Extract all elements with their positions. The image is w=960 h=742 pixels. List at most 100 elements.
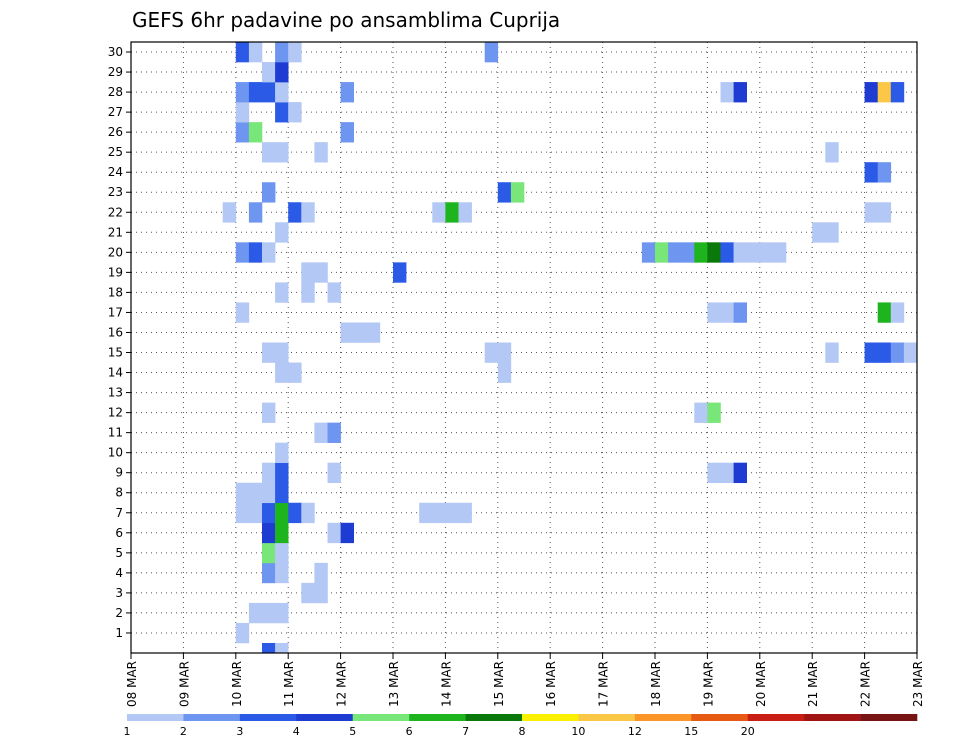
heatmap-cell xyxy=(275,82,289,103)
heatmap-cell xyxy=(641,242,656,263)
heatmap-cell xyxy=(235,502,250,524)
heatmap-cell xyxy=(707,242,721,263)
heatmap-cell xyxy=(314,262,328,283)
y-tick-label: 17 xyxy=(108,305,123,319)
y-tick-label: 3 xyxy=(115,586,123,600)
heatmap-cell xyxy=(864,342,878,363)
heatmap-cell xyxy=(812,222,826,243)
heatmap-cell xyxy=(694,402,708,423)
y-tick-label: 25 xyxy=(108,145,123,159)
y-tick-label: 26 xyxy=(108,125,123,139)
x-tick-label: 09 MAR xyxy=(177,661,191,707)
heatmap-cell xyxy=(497,182,512,203)
heatmap-cell xyxy=(301,262,315,283)
colorbar-label: 10 xyxy=(571,725,585,738)
y-tick-label: 1 xyxy=(115,626,123,640)
heatmap-cell xyxy=(327,462,341,484)
colorbar-label: 2 xyxy=(180,725,187,738)
heatmap-cell xyxy=(484,342,499,363)
heatmap-cell xyxy=(262,82,276,103)
heatmap-cell xyxy=(746,242,761,263)
heatmap-cell xyxy=(720,82,734,103)
heatmap-cell xyxy=(340,122,354,143)
heatmap-cell xyxy=(825,222,839,243)
heatmap-cell xyxy=(681,242,695,263)
x-tick-label: 21 MAR xyxy=(806,661,820,707)
x-axis: 08 MAR 09 MAR 10 MAR 11 MAR 12 MAR 13 MAR 14 M… xyxy=(125,653,925,707)
heatmap-cell xyxy=(877,162,892,183)
y-tick-label: 15 xyxy=(108,346,123,360)
colorbar-segment xyxy=(578,714,636,721)
heatmap-cell xyxy=(419,502,433,524)
colorbar-segment xyxy=(804,714,861,721)
heatmap-cell xyxy=(510,182,525,203)
heatmap-cell xyxy=(301,282,315,303)
heatmap-cell xyxy=(445,202,459,223)
colorbar-label: 12 xyxy=(628,725,642,738)
heatmap-cell xyxy=(314,582,328,604)
heatmap-cell xyxy=(340,322,354,343)
heatmap-cell xyxy=(432,502,446,524)
x-tick-label: 10 MAR xyxy=(230,661,244,707)
heatmap-cell xyxy=(275,62,289,83)
x-tick-label: 14 MAR xyxy=(439,661,453,707)
heatmap-cell xyxy=(288,502,302,524)
colorbar-segment xyxy=(239,714,297,721)
heatmap-cell xyxy=(497,342,512,363)
heatmap-cell xyxy=(314,422,328,443)
cells xyxy=(222,42,918,654)
heatmap-cell xyxy=(262,402,276,423)
colorbar-label: 8 xyxy=(519,725,526,738)
heatmap-cell xyxy=(668,242,682,263)
y-tick-label: 22 xyxy=(108,205,123,219)
y-tick-label: 16 xyxy=(108,325,123,339)
y-tick-label: 6 xyxy=(115,526,123,540)
y-tick-label: 18 xyxy=(108,285,123,299)
heatmap-cell xyxy=(262,182,276,203)
heatmap-cell xyxy=(275,222,289,243)
x-tick-label: 12 MAR xyxy=(335,661,349,707)
heatmap-cell xyxy=(877,342,892,363)
colorbar-label: 20 xyxy=(741,725,755,738)
heatmap-cell xyxy=(262,342,276,363)
heatmap-cell xyxy=(235,302,250,323)
heatmap-cell xyxy=(707,402,721,423)
heatmap-cell xyxy=(825,142,839,163)
heatmap-cell xyxy=(275,522,289,544)
heatmap-cell xyxy=(864,202,878,223)
colorbar-segment xyxy=(522,714,579,721)
x-tick-label: 11 MAR xyxy=(282,661,296,707)
colorbar-segment xyxy=(352,714,410,721)
colorbar-segment xyxy=(127,714,184,721)
heatmap-cell xyxy=(262,602,276,624)
x-tick-label: 13 MAR xyxy=(387,661,401,707)
heatmap-cell xyxy=(314,562,328,584)
heatmap-cell xyxy=(825,342,839,363)
heatmap-cell xyxy=(733,242,747,263)
heatmap-cell xyxy=(248,122,263,143)
y-tick-label: 2 xyxy=(115,606,123,620)
heatmap-cell xyxy=(275,42,289,63)
heatmap-cell xyxy=(262,502,276,524)
heatmap-cell xyxy=(733,82,747,103)
y-tick-label: 29 xyxy=(108,65,123,79)
heatmap-cell xyxy=(327,282,341,303)
colorbar-label: 4 xyxy=(293,725,300,738)
heatmap-cell xyxy=(340,522,354,544)
heatmap-cell xyxy=(275,482,289,504)
y-tick-label: 28 xyxy=(108,85,123,99)
x-tick-label: 19 MAR xyxy=(701,661,715,707)
y-tick-label: 19 xyxy=(108,265,123,279)
heatmap-cell xyxy=(707,302,721,323)
chart-title: GEFS 6hr padavine po ansamblima Cuprija xyxy=(132,8,560,32)
heatmap-cell xyxy=(890,82,905,103)
heatmap-cell xyxy=(275,502,289,524)
heatmap-cell xyxy=(262,242,276,263)
heatmap-cell xyxy=(235,122,250,143)
heatmap-cell xyxy=(275,562,289,584)
heatmap-cell xyxy=(262,462,276,484)
heatmap-cell xyxy=(235,82,250,103)
y-axis: 1234567891011121314151617181920212223242… xyxy=(108,45,131,640)
heatmap-cell xyxy=(262,642,276,654)
heatmap-cell xyxy=(235,242,250,263)
